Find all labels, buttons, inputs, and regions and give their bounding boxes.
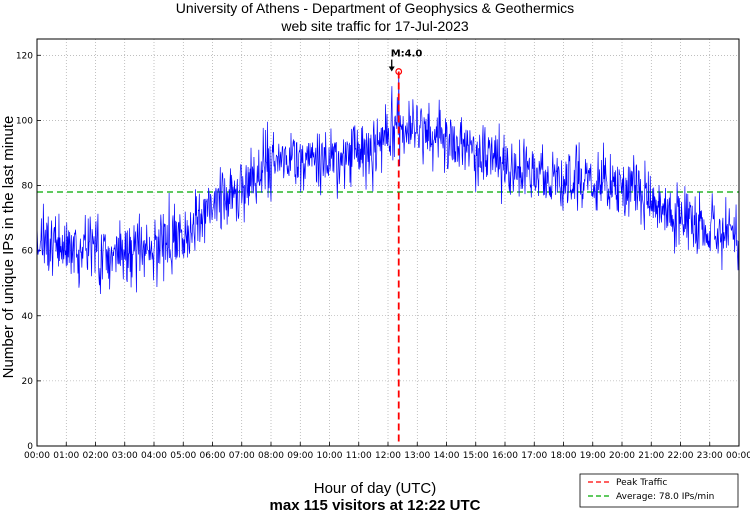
x-tick-label: 06:00 <box>200 451 226 461</box>
chart-title: University of Athens - Department of Geo… <box>176 0 574 16</box>
x-tick-label: 14:00 <box>434 451 460 461</box>
x-tick-label: 15:00 <box>463 451 489 461</box>
peak-marker <box>395 68 403 75</box>
x-tick-label: 00:00 <box>24 451 50 461</box>
x-tick-label: 12:00 <box>375 451 401 461</box>
x-tick-label: 09:00 <box>287 451 313 461</box>
x-tick-label: 23:00 <box>697 451 723 461</box>
y-tick-label: 80 <box>22 182 34 192</box>
x-tick-label: 21:00 <box>638 451 664 461</box>
x-tick-label: 16:00 <box>492 451 518 461</box>
legend: Peak Traffic Average: 78.0 IPs/min <box>579 473 739 508</box>
x-tick-label: 11:00 <box>346 451 372 461</box>
x-tick-label: 07:00 <box>229 451 255 461</box>
max-visitors-summary: max 115 visitors at 12:22 UTC <box>270 497 481 511</box>
peak-arrow-head <box>388 66 395 72</box>
x-tick-label: 00:00 <box>726 451 750 461</box>
x-axis-label: Hour of day (UTC) <box>314 480 437 497</box>
y-tick-label: 0 <box>27 442 33 452</box>
x-tick-label: 02:00 <box>83 451 109 461</box>
x-tick-label: 03:00 <box>112 451 138 461</box>
y-axis-label: Number of unique IPs in the last minute <box>0 116 17 379</box>
chart-subtitle-date: web site traffic for 17-Jul-2023 <box>280 18 468 34</box>
peak-layer <box>388 59 403 446</box>
y-tick-label: 100 <box>16 116 33 126</box>
y-tick-label: 120 <box>16 51 33 61</box>
legend-average-label: Average: 78.0 IPs/min <box>616 492 714 502</box>
peak-annotation-label: M:4.0 <box>391 49 423 60</box>
plot-frame <box>36 38 740 447</box>
legend-peak-label: Peak Traffic <box>616 478 667 488</box>
x-tick-label: 19:00 <box>580 451 606 461</box>
x-tick-label: 05:00 <box>170 451 196 461</box>
y-tick-label: 20 <box>22 377 34 387</box>
x-tick-label: 17:00 <box>521 451 547 461</box>
x-tick-label: 08:00 <box>258 451 284 461</box>
x-tick-label: 13:00 <box>404 451 430 461</box>
grid <box>36 39 740 447</box>
series-layer <box>36 71 740 294</box>
legend-box <box>579 473 739 508</box>
x-tick-label: 01:00 <box>53 451 79 461</box>
y-tick-label: 60 <box>22 247 34 257</box>
x-tick-label: 22:00 <box>668 451 694 461</box>
x-tick-label: 04:00 <box>141 451 167 461</box>
y-tick-label: 40 <box>22 312 34 322</box>
x-tick-label: 18:00 <box>551 451 577 461</box>
x-tick-label: 20:00 <box>609 451 635 461</box>
x-tick-label: 10:00 <box>317 451 343 461</box>
traffic-line <box>36 71 740 294</box>
